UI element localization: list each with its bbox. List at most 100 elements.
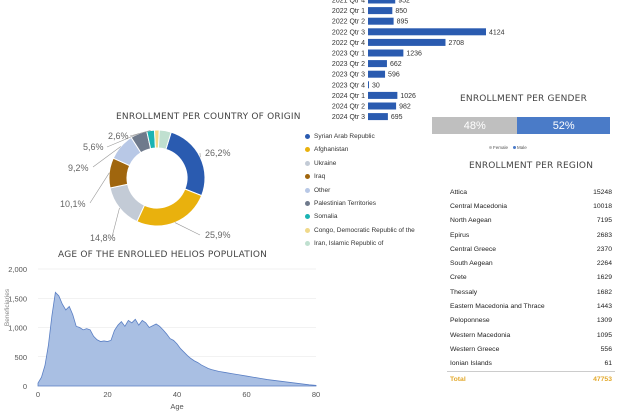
- quarter-value: 2708: [448, 40, 464, 47]
- quarter-value: 982: [399, 104, 411, 111]
- age-chart-title: AGE OF THE ENROLLED HELIOS POPULATION: [58, 250, 268, 260]
- y-tick-label: 2,000: [8, 265, 27, 274]
- region-row[interactable]: Attica 15248: [447, 185, 615, 199]
- quarter-value: 30: [372, 82, 380, 89]
- country-legend-label: Iran, Islamic Republic of: [314, 240, 384, 248]
- donut-slice[interactable]: [157, 129, 172, 150]
- legend-marker: [305, 187, 310, 193]
- country-legend-label: Iraq: [314, 173, 326, 181]
- region-row[interactable]: Epirus 2683: [447, 228, 615, 242]
- region-row[interactable]: Crete 1629: [447, 271, 615, 285]
- country-legend-item[interactable]: Other: [305, 187, 330, 194]
- gender-male-segment[interactable]: 52%: [517, 117, 610, 134]
- donut-data-label: 26,2%: [205, 148, 231, 158]
- region-row[interactable]: South Aegean 2264: [447, 256, 615, 270]
- country-donut-chart: 26,2% 25,9% 14,8% 10,1% 9,2% 5,6% 2,6%: [60, 129, 231, 243]
- gender-title: ENROLLMENT PER GENDER: [460, 94, 588, 104]
- region-name: Attica: [450, 188, 467, 196]
- country-legend-item[interactable]: Somalia: [305, 213, 337, 220]
- region-value: 1629: [596, 274, 612, 282]
- quarter-bar[interactable]: [368, 70, 386, 78]
- country-title: ENROLLMENT PER COUNTRY OF ORIGIN: [116, 112, 301, 122]
- region-row[interactable]: North Aegean 7195: [447, 214, 615, 228]
- country-legend-item[interactable]: Iraq: [305, 173, 325, 180]
- legend-marker: [305, 201, 310, 206]
- quarter-bar[interactable]: [368, 38, 446, 46]
- country-legend-item[interactable]: Ukraine: [305, 160, 336, 167]
- donut-data-label: 25,9%: [205, 230, 231, 240]
- x-axis-label: Age: [170, 402, 183, 411]
- quarter-label: 2024 Qtr 3: [332, 114, 365, 121]
- quarter-bar[interactable]: [368, 81, 369, 89]
- quarter-label: 2022 Qtr 3: [332, 29, 365, 36]
- region-total-value: 47753: [581, 370, 615, 387]
- region-row[interactable]: Western Greece 556: [447, 342, 615, 356]
- quarter-value: 596: [388, 72, 400, 79]
- donut-data-label: 5,6%: [83, 142, 104, 152]
- country-legend-item[interactable]: Palestinian Territories: [305, 200, 376, 207]
- gender-female-segment[interactable]: 48%: [432, 117, 518, 134]
- quarter-value: 952: [398, 0, 410, 5]
- quarter-bar[interactable]: [368, 91, 398, 99]
- region-name: Western Greece: [450, 345, 500, 353]
- quarter-label: 2024 Qtr 1: [332, 93, 365, 100]
- legend-marker: [305, 227, 310, 233]
- country-legend-label: Congo, Democratic Republic of the: [314, 226, 415, 234]
- region-table: Attica 15248 Central Macedonia 10018 North A…: [447, 185, 615, 387]
- region-row[interactable]: Eastern Macedonia and Thrace 1443: [447, 299, 615, 313]
- quarter-value: 695: [391, 114, 403, 121]
- quarter-bar[interactable]: [368, 7, 393, 15]
- legend-male: Male: [513, 145, 527, 150]
- quarter-bar-chart: 2021 Qtr 4 952 2022 Qtr 1 850 2022 Qtr 2 895 2…: [332, 0, 505, 121]
- country-legend-item[interactable]: Afghanistan: [305, 146, 348, 153]
- region-name: Western Macedonia: [450, 331, 511, 339]
- region-value: 556: [600, 345, 612, 353]
- quarter-bar[interactable]: [368, 49, 404, 57]
- legend-marker: [305, 214, 310, 220]
- country-legend-item[interactable]: Syrian Arab Republic: [305, 133, 375, 140]
- quarter-label: 2024 Qtr 2: [332, 104, 365, 111]
- country-legend-label: Palestinian Territories: [314, 200, 377, 207]
- region-row[interactable]: Western Macedonia 1095: [447, 328, 615, 342]
- x-tick-label: 60: [242, 390, 250, 399]
- donut-data-label: 9,2%: [68, 163, 89, 173]
- country-legend-item[interactable]: Iran, Islamic Republic of: [305, 240, 383, 247]
- quarter-bar[interactable]: [368, 28, 486, 36]
- quarter-value: 1236: [406, 51, 422, 58]
- donut-data-label: 14,8%: [90, 233, 116, 243]
- region-row[interactable]: Central Greece 2370: [447, 242, 615, 256]
- gender-male-label: 52%: [552, 119, 575, 132]
- quarter-bar[interactable]: [368, 113, 388, 121]
- region-name: Crete: [450, 274, 467, 282]
- region-row[interactable]: Central Macedonia 10018: [447, 199, 615, 213]
- quarter-label: 2022 Qtr 2: [332, 19, 365, 26]
- region-value: 61: [604, 360, 612, 368]
- region-value: 2370: [596, 245, 612, 253]
- legend-female: Female: [489, 145, 508, 150]
- donut-data-label: 10,1%: [60, 199, 86, 209]
- donut-leader-line: [92, 146, 121, 168]
- region-row[interactable]: Ionian Islands 61: [447, 357, 615, 372]
- country-legend-item[interactable]: Congo, Democratic Republic of the: [305, 227, 415, 234]
- quarter-bar[interactable]: [368, 17, 394, 25]
- country-legend-label: Afghanistan: [314, 146, 349, 154]
- region-row[interactable]: Peloponnese 1309: [447, 314, 615, 328]
- quarter-label: 2022 Qtr 1: [332, 8, 365, 15]
- y-tick-label: 1,500: [8, 294, 27, 303]
- quarter-value: 1026: [400, 93, 416, 100]
- region-row[interactable]: Thessaly 1682: [447, 285, 615, 299]
- donut-leader-line: [106, 133, 139, 148]
- y-tick-label: 0: [23, 382, 27, 391]
- age-area-series[interactable]: [37, 291, 317, 387]
- age-area-chart: 0 500 1,000 1,500 2,000 0 20 40 60 80 Age Beneficia…: [4, 265, 320, 411]
- donut-slice[interactable]: [109, 183, 146, 223]
- region-value: 1309: [596, 317, 612, 325]
- region-name: Peloponnese: [450, 317, 490, 325]
- quarter-bar[interactable]: [368, 60, 387, 68]
- donut-slice[interactable]: [136, 188, 203, 227]
- region-total-row: Total 47753: [447, 370, 615, 387]
- quarter-bar[interactable]: [368, 0, 396, 4]
- donut-slice[interactable]: [165, 131, 206, 197]
- region-name: Central Macedonia: [450, 202, 508, 210]
- quarter-bar[interactable]: [368, 102, 397, 110]
